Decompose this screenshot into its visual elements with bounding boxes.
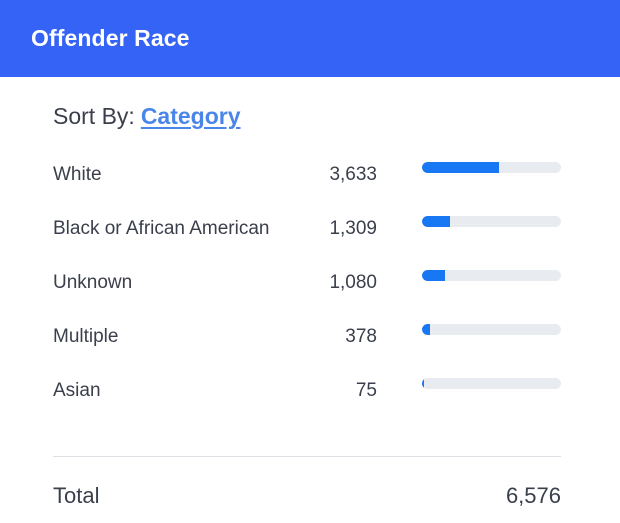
total-divider (53, 456, 561, 457)
category-label: Multiple (53, 326, 119, 347)
category-bar-fill (422, 378, 424, 389)
sort-category-link[interactable]: Category (140, 103, 241, 129)
category-count: 1,080 (329, 272, 377, 293)
category-bar-fill (422, 324, 430, 335)
category-bar-track (422, 216, 561, 227)
category-label: Unknown (53, 272, 133, 293)
category-count: 3,633 (329, 164, 377, 185)
list-item: Unknown 1,080 (53, 258, 561, 312)
list-item: White 3,633 (53, 150, 561, 204)
category-count: 75 (355, 380, 377, 401)
category-bar-track (422, 270, 561, 281)
category-label: Asian (53, 380, 101, 401)
category-bar-track (422, 162, 561, 173)
sort-control: Sort By: Category (53, 103, 241, 130)
category-bar-track (422, 378, 561, 389)
category-bar-track (422, 324, 561, 335)
sort-label: Sort By: (53, 103, 135, 129)
category-count: 1,309 (329, 218, 377, 239)
category-bar-fill (422, 270, 445, 281)
category-bar-fill (422, 216, 450, 227)
category-label: White (53, 164, 102, 185)
card-header: Offender Race (0, 0, 620, 77)
category-label: Black or African American (53, 218, 270, 239)
total-label: Total (53, 483, 100, 508)
category-bar-fill (422, 162, 499, 173)
list-item: Black or African American 1,309 (53, 204, 561, 258)
list-item: Multiple 378 (53, 312, 561, 366)
card-title: Offender Race (31, 25, 190, 51)
category-list: White 3,633 Black or African American 1,309… (53, 150, 561, 420)
category-count: 378 (345, 326, 377, 347)
total-value: 6,576 (505, 483, 561, 508)
list-item: Asian 75 (53, 366, 561, 420)
